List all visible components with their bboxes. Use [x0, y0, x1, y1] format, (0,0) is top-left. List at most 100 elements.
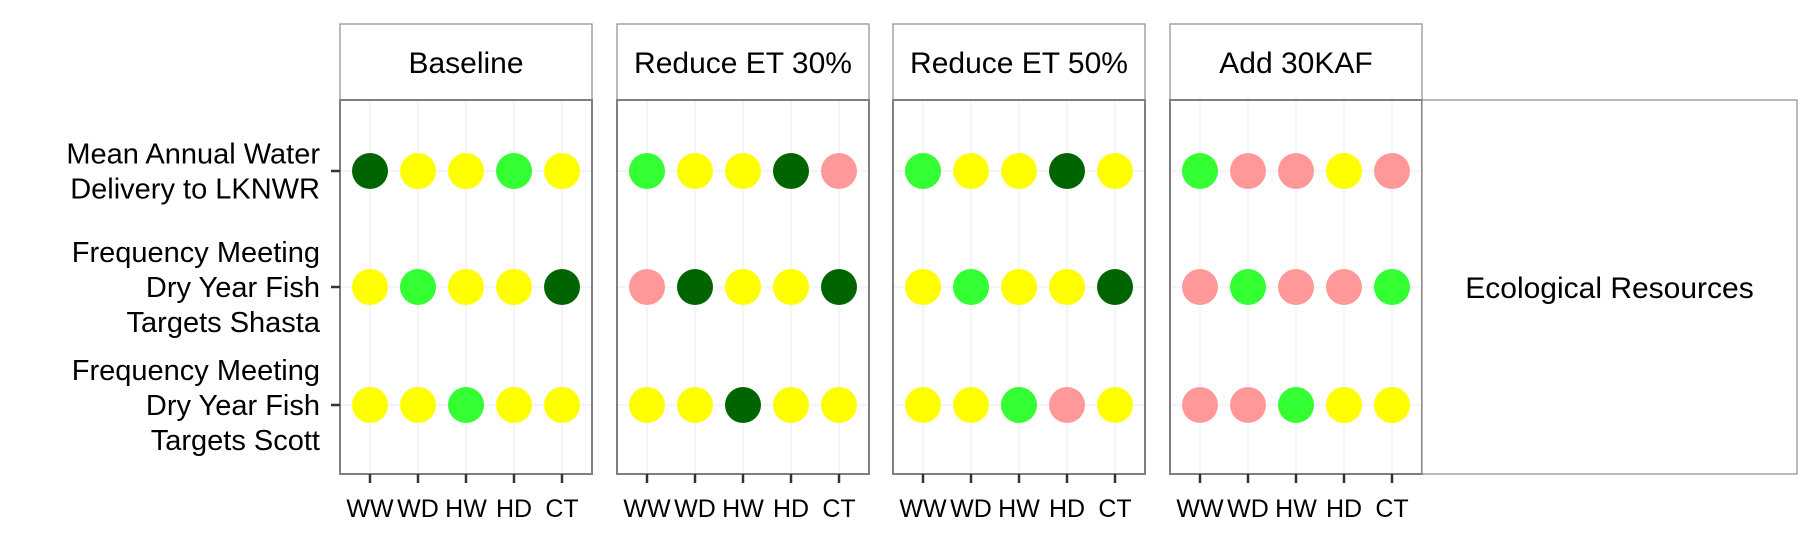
status-dot — [629, 269, 665, 305]
status-dot — [1326, 387, 1362, 423]
x-tick-label: HD — [773, 495, 809, 523]
status-dot — [1097, 153, 1133, 189]
x-tick-label: WD — [674, 495, 716, 523]
x-tick-label: WW — [899, 495, 947, 523]
status-dot — [448, 153, 484, 189]
status-dot — [629, 153, 665, 189]
row-label-line: Mean Annual Water — [66, 139, 320, 171]
status-dot — [821, 153, 857, 189]
status-dot — [1001, 387, 1037, 423]
status-dot — [1230, 269, 1266, 305]
status-dot — [1049, 153, 1085, 189]
x-tick-label: HW — [998, 495, 1040, 523]
row-label-line: Frequency Meeting — [72, 355, 320, 387]
x-tick-label: HD — [1326, 495, 1362, 523]
status-dot — [677, 269, 713, 305]
status-dot — [1049, 269, 1085, 305]
x-tick-label: WD — [1227, 495, 1269, 523]
status-dot — [496, 387, 532, 423]
status-dot — [352, 153, 388, 189]
status-dot — [821, 387, 857, 423]
status-dot — [677, 153, 713, 189]
status-dot — [953, 387, 989, 423]
facet-label: Add 30KAF — [1219, 47, 1372, 80]
status-dot — [773, 153, 809, 189]
status-dot — [352, 269, 388, 305]
status-dot — [496, 269, 532, 305]
status-dot — [544, 387, 580, 423]
status-dot — [1182, 153, 1218, 189]
status-dot — [1049, 387, 1085, 423]
x-tick-label: WD — [397, 495, 439, 523]
x-tick-label: HD — [1049, 495, 1085, 523]
status-dot — [629, 387, 665, 423]
row-label-line: Dry Year Fish — [146, 272, 320, 304]
facet-strip — [892, 23, 1146, 101]
status-dot — [1374, 153, 1410, 189]
row-label-line: Targets Shasta — [127, 307, 321, 339]
status-dot — [725, 269, 761, 305]
facet-label: Reduce ET 30% — [634, 47, 852, 80]
status-dot — [953, 153, 989, 189]
row-label: Frequency Meeting Dry Year Fish Targets Sc… — [72, 355, 320, 457]
facet-label: Baseline — [408, 47, 523, 80]
x-tick-label: CT — [1375, 495, 1408, 523]
x-tick-label: CT — [822, 495, 855, 523]
status-dot — [821, 269, 857, 305]
status-dot — [1097, 387, 1133, 423]
status-dot — [1326, 153, 1362, 189]
status-dot — [725, 387, 761, 423]
status-dot — [544, 269, 580, 305]
x-tick-label: HW — [1275, 495, 1317, 523]
row-label-line: Dry Year Fish — [146, 390, 320, 422]
status-dot — [400, 269, 436, 305]
x-tick-label: CT — [1098, 495, 1131, 523]
facet-strip — [339, 23, 593, 101]
status-dot — [1278, 387, 1314, 423]
facet-label: Reduce ET 50% — [910, 47, 1128, 80]
status-dot — [1326, 269, 1362, 305]
status-dot — [905, 269, 941, 305]
x-tick-label: CT — [545, 495, 578, 523]
status-dot — [1182, 269, 1218, 305]
status-dot — [905, 387, 941, 423]
status-dot — [773, 387, 809, 423]
status-dot — [773, 269, 809, 305]
row-label: Frequency Meeting Dry Year Fish Targets Sh… — [72, 237, 321, 339]
x-tick-label: WD — [950, 495, 992, 523]
row-label-line: Delivery to LKNWR — [70, 174, 320, 206]
status-dot — [496, 153, 532, 189]
x-tick-label: HW — [445, 495, 487, 523]
group-strip — [1421, 99, 1798, 475]
status-dot — [448, 387, 484, 423]
status-dot — [352, 387, 388, 423]
status-dot — [1374, 387, 1410, 423]
status-dot — [448, 269, 484, 305]
status-dot — [1278, 153, 1314, 189]
status-dot — [677, 387, 713, 423]
status-dot — [1001, 153, 1037, 189]
status-dot — [1230, 387, 1266, 423]
x-tick-label: HW — [722, 495, 764, 523]
status-dot — [400, 387, 436, 423]
status-dot — [544, 153, 580, 189]
status-dot — [1001, 269, 1037, 305]
x-tick-label: WW — [1176, 495, 1224, 523]
status-dot — [725, 153, 761, 189]
row-label-line: Targets Scott — [151, 425, 320, 457]
x-tick-label: WW — [623, 495, 671, 523]
row-label-line: Frequency Meeting — [72, 237, 320, 269]
status-dot — [1278, 269, 1314, 305]
status-dot — [1182, 387, 1218, 423]
status-dot — [1230, 153, 1266, 189]
status-dot — [1097, 269, 1133, 305]
status-dot — [400, 153, 436, 189]
x-tick-label: WW — [346, 495, 394, 523]
status-dot — [905, 153, 941, 189]
status-dot — [953, 269, 989, 305]
row-label: Mean Annual Water Delivery to LKNWR — [66, 139, 320, 206]
group-label: Ecological Resources — [1465, 272, 1753, 305]
status-dot — [1374, 269, 1410, 305]
x-tick-label: HD — [496, 495, 532, 523]
